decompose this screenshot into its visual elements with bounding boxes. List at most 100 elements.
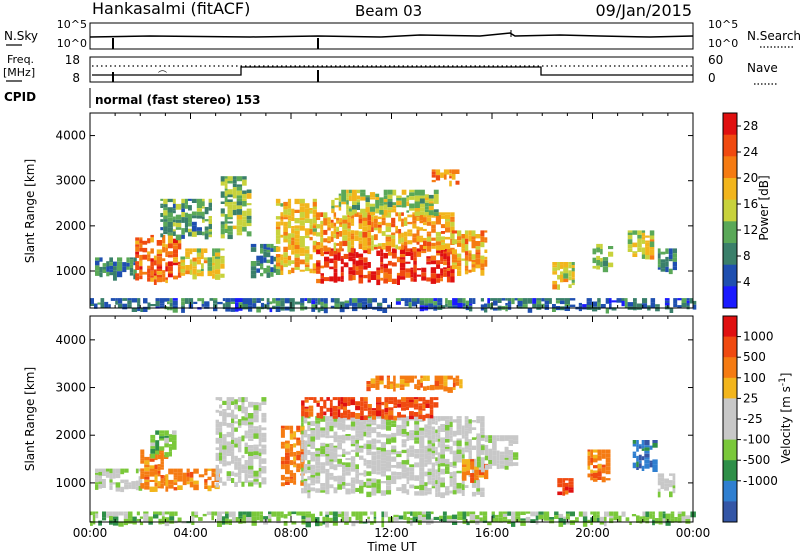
heatmap-cell bbox=[451, 262, 457, 265]
heatmap-cell bbox=[349, 298, 352, 301]
heatmap-cell bbox=[316, 245, 321, 250]
heatmap-cell bbox=[226, 405, 231, 411]
heatmap-cell bbox=[461, 454, 465, 459]
heatmap-cell bbox=[435, 418, 438, 421]
heatmap-cell bbox=[449, 446, 453, 451]
heatmap-cell bbox=[167, 232, 173, 236]
heatmap-cell bbox=[425, 403, 430, 408]
heatmap-cell bbox=[344, 300, 350, 304]
colorbar-segment bbox=[723, 439, 737, 461]
heatmap-cell bbox=[456, 418, 462, 424]
power-cbar-label: Power [dB] bbox=[757, 175, 771, 240]
heatmap-cell bbox=[590, 473, 593, 477]
heatmap-cell bbox=[104, 301, 109, 305]
heatmap-cell bbox=[299, 253, 305, 256]
heatmap-cell bbox=[207, 270, 213, 277]
heatmap-cell bbox=[220, 234, 225, 239]
heatmap-cell bbox=[557, 491, 563, 496]
heatmap-cell bbox=[461, 467, 467, 472]
heatmap-cell bbox=[102, 266, 107, 270]
heatmap-cell bbox=[649, 239, 655, 242]
heatmap-cell bbox=[440, 424, 445, 428]
heatmap-cell bbox=[596, 255, 601, 260]
heatmap-cell bbox=[422, 397, 426, 402]
heatmap-cell bbox=[162, 234, 166, 240]
heatmap-cell bbox=[128, 482, 132, 485]
heatmap-cell bbox=[560, 264, 564, 269]
heatmap-cell bbox=[261, 401, 267, 405]
heatmap-cell bbox=[410, 252, 414, 256]
heatmap-cell bbox=[421, 278, 427, 281]
heatmap-cell bbox=[246, 215, 252, 220]
heatmap-cell bbox=[427, 440, 432, 444]
heatmap-cell bbox=[456, 482, 462, 489]
heatmap-cell bbox=[464, 438, 469, 442]
heatmap-cell bbox=[248, 482, 254, 487]
heatmap-cell bbox=[440, 172, 444, 178]
heatmap-cell bbox=[296, 463, 301, 469]
heatmap-cell bbox=[604, 516, 607, 521]
heatmap-cell bbox=[283, 226, 288, 232]
heatmap-cell bbox=[227, 202, 233, 205]
heatmap-cell bbox=[242, 198, 247, 201]
heatmap-cell bbox=[186, 476, 190, 482]
heatmap-cell bbox=[352, 306, 358, 312]
heatmap-cell bbox=[333, 464, 338, 471]
heatmap-cell bbox=[587, 460, 591, 466]
heatmap-cell bbox=[296, 425, 301, 431]
heatmap-cell bbox=[163, 215, 168, 220]
heatmap-cell bbox=[261, 397, 267, 402]
heatmap-cell bbox=[320, 278, 324, 284]
heatmap-cell bbox=[371, 408, 376, 411]
heatmap-cell bbox=[443, 261, 447, 266]
heatmap-cell bbox=[202, 219, 205, 223]
heatmap-cell bbox=[449, 476, 453, 479]
heatmap-cell bbox=[177, 272, 182, 278]
heatmap-cell bbox=[232, 183, 237, 188]
heatmap-cell bbox=[333, 452, 338, 459]
heatmap-cell bbox=[330, 222, 334, 229]
heatmap-cell bbox=[371, 478, 377, 483]
heatmap-cell bbox=[144, 482, 150, 486]
heatmap-cell bbox=[160, 219, 164, 222]
heatmap-cell bbox=[401, 490, 407, 494]
heatmap-cell bbox=[329, 455, 334, 460]
heatmap-cell bbox=[320, 220, 324, 225]
heatmap-cell bbox=[301, 405, 305, 411]
heatmap-cell bbox=[649, 462, 653, 468]
heatmap-cell bbox=[565, 511, 570, 514]
heatmap-cell bbox=[370, 511, 374, 515]
heatmap-cell bbox=[153, 269, 157, 274]
heatmap-cell bbox=[280, 298, 285, 301]
heatmap-cell bbox=[401, 414, 406, 418]
heatmap-cell bbox=[605, 457, 611, 463]
heatmap-cell bbox=[395, 383, 400, 388]
heatmap-cell bbox=[244, 417, 248, 421]
heatmap-cell bbox=[310, 477, 316, 484]
heatmap-cell bbox=[391, 475, 397, 482]
heatmap-cell bbox=[164, 521, 170, 527]
heatmap-cell bbox=[480, 255, 485, 260]
heatmap-cell bbox=[450, 221, 455, 227]
heatmap-cell bbox=[409, 464, 415, 468]
heatmap-cell bbox=[355, 430, 359, 434]
heatmap-cell bbox=[334, 205, 339, 208]
heatmap-cell bbox=[123, 518, 128, 522]
heatmap-cell bbox=[231, 478, 235, 483]
heatmap-cell bbox=[196, 262, 201, 265]
heatmap-cell bbox=[112, 474, 116, 479]
heatmap-cell bbox=[280, 456, 285, 461]
heatmap-cell bbox=[163, 210, 168, 213]
heatmap-cell bbox=[356, 195, 360, 200]
heatmap-cell bbox=[393, 375, 396, 382]
heatmap-cell bbox=[332, 511, 338, 517]
heatmap-cell bbox=[424, 194, 429, 198]
heatmap-cell bbox=[677, 305, 682, 309]
heatmap-cell bbox=[352, 209, 357, 214]
heatmap-cell bbox=[657, 253, 661, 259]
heatmap-cell bbox=[401, 424, 407, 429]
heatmap-cell bbox=[639, 519, 643, 524]
heatmap-cell bbox=[191, 215, 197, 219]
heatmap-cell bbox=[423, 217, 427, 223]
heatmap-cell bbox=[117, 303, 123, 308]
